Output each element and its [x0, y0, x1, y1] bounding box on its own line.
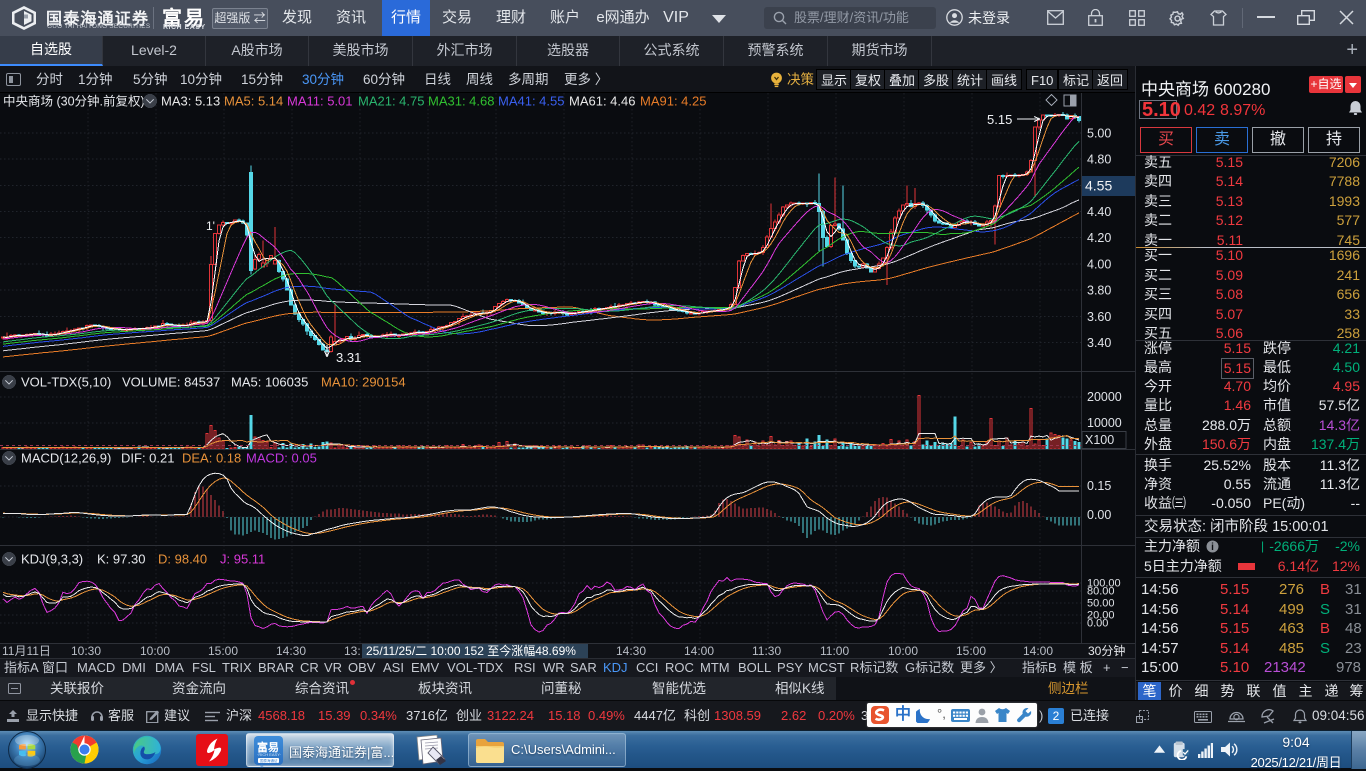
svg-text:MA5: 106035: MA5: 106035 — [231, 375, 308, 390]
svg-text:0.00: 0.00 — [1087, 618, 1108, 630]
svg-text:MA91: 4.25: MA91: 4.25 — [640, 94, 707, 109]
svg-text:4.40: 4.40 — [1087, 205, 1111, 219]
svg-text:KDJ(9,3,3): KDJ(9,3,3) — [21, 552, 83, 567]
svg-text:中央商场 (30分钟.前复权): 中央商场 (30分钟.前复权) — [3, 94, 145, 109]
svg-text:3.60: 3.60 — [1087, 310, 1111, 324]
svg-text:MACD: 0.05: MACD: 0.05 — [246, 451, 317, 466]
svg-text:4.80: 4.80 — [1087, 153, 1111, 167]
svg-text:MA11: 5.01: MA11: 5.01 — [287, 94, 353, 109]
svg-text:1': 1' — [206, 219, 215, 233]
svg-text:5.15: 5.15 — [987, 112, 1012, 127]
svg-text:3.40: 3.40 — [1087, 336, 1111, 350]
svg-text:100.00: 100.00 — [1087, 578, 1121, 590]
svg-text:MACD(12,26,9): MACD(12,26,9) — [21, 451, 111, 466]
svg-text:D: 98.40: D: 98.40 — [158, 552, 207, 567]
svg-text:VOL-TDX(5,10): VOL-TDX(5,10) — [21, 375, 111, 390]
svg-text:i: i — [1211, 542, 1214, 553]
svg-text:MA3: 5.13: MA3: 5.13 — [161, 94, 220, 109]
svg-text:MA5: 5.14: MA5: 5.14 — [224, 94, 283, 109]
svg-text:80.00: 80.00 — [1087, 586, 1115, 598]
svg-text:10000: 10000 — [1087, 416, 1122, 430]
svg-text:J: 95.11: J: 95.11 — [220, 552, 265, 567]
svg-text:4.00: 4.00 — [1087, 257, 1111, 271]
svg-text:50.00: 50.00 — [1087, 598, 1115, 610]
svg-text:DEA: 0.18: DEA: 0.18 — [182, 451, 241, 466]
svg-text:DIF: 0.21: DIF: 0.21 — [121, 451, 174, 466]
svg-text:MA61: 4.46: MA61: 4.46 — [569, 94, 636, 109]
svg-text:0.00: 0.00 — [1087, 508, 1111, 522]
svg-text:MA21: 4.75: MA21: 4.75 — [358, 94, 425, 109]
svg-text:VOLUME: 84537: VOLUME: 84537 — [122, 375, 220, 390]
svg-text:X100: X100 — [1085, 433, 1114, 447]
svg-text:MA10: 290154: MA10: 290154 — [321, 375, 406, 390]
svg-text:20000: 20000 — [1087, 390, 1122, 404]
svg-text:MA31: 4.68: MA31: 4.68 — [428, 94, 495, 109]
svg-text:K: 97.30: K: 97.30 — [97, 552, 145, 567]
svg-text:0.15: 0.15 — [1087, 479, 1111, 493]
svg-text:5.00: 5.00 — [1087, 127, 1111, 141]
svg-text:3.80: 3.80 — [1087, 284, 1111, 298]
svg-text:20.00: 20.00 — [1087, 610, 1115, 622]
svg-text:4.55: 4.55 — [1085, 178, 1112, 194]
svg-text:4.20: 4.20 — [1087, 231, 1111, 245]
svg-text:3.31: 3.31 — [336, 350, 361, 365]
svg-text:MA41: 4.55: MA41: 4.55 — [498, 94, 565, 109]
